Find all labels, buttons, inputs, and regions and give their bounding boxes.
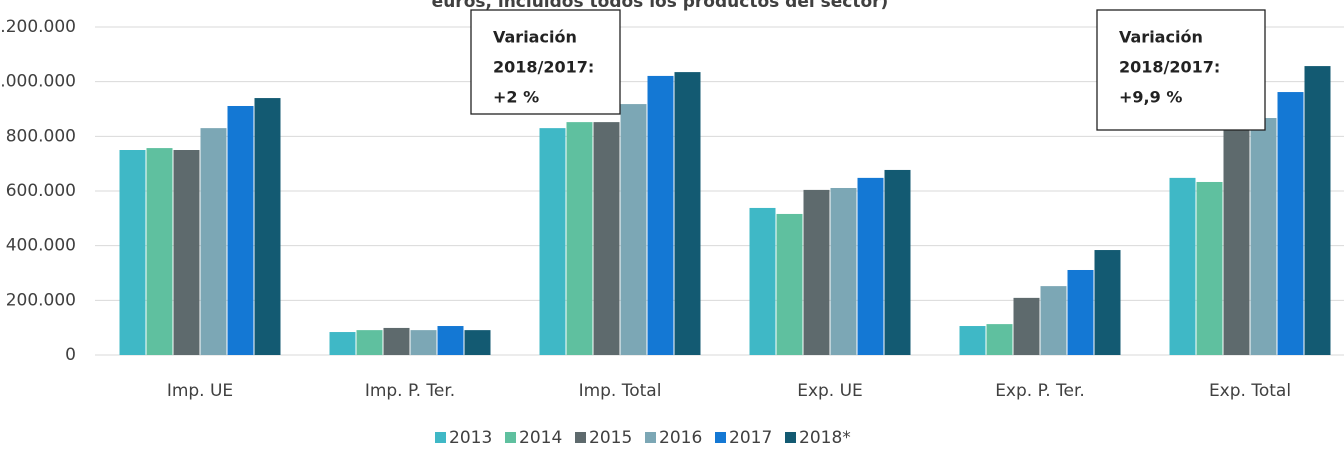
bar <box>749 207 776 355</box>
bar <box>1040 286 1067 355</box>
bar <box>986 324 1013 355</box>
bar <box>1196 181 1223 355</box>
bar <box>566 122 593 356</box>
legend-label: 2013 <box>449 428 492 448</box>
bar <box>1250 118 1277 356</box>
annotation-text: 2018/2017: <box>493 58 594 77</box>
legend-label: 2015 <box>589 428 632 448</box>
bar <box>776 213 803 355</box>
annotation-text: +2 % <box>493 88 539 107</box>
x-tick-label: Exp. P. Ter. <box>995 381 1085 401</box>
x-tick-label: Imp. P. Ter. <box>365 381 455 401</box>
bar <box>1094 250 1121 355</box>
y-tick-label: 600.000 <box>6 181 76 201</box>
bar <box>1013 297 1040 355</box>
bar <box>593 122 620 356</box>
annotation-box <box>1096 9 1266 131</box>
bar <box>383 327 410 355</box>
bar <box>1169 177 1196 355</box>
annotation-text: Variación <box>493 28 577 47</box>
annotation-text: +9,9 % <box>1119 88 1182 107</box>
bar <box>647 75 674 355</box>
x-tick-label: Exp. UE <box>797 381 863 401</box>
y-tick-label: 200.000 <box>6 290 76 310</box>
legend-label: 2018* <box>799 428 851 448</box>
bar <box>830 187 857 355</box>
bar <box>1277 92 1304 355</box>
bar <box>464 330 491 355</box>
bar <box>119 150 146 355</box>
annotation-box <box>470 9 621 115</box>
bar <box>254 98 281 356</box>
bar <box>173 150 200 355</box>
legend-swatch <box>435 432 446 443</box>
legend-swatch <box>505 432 516 443</box>
bar <box>356 330 383 355</box>
legend-swatch <box>785 432 796 443</box>
bar <box>329 332 356 355</box>
y-tick-label: 0 <box>65 345 76 365</box>
y-tick-label: 1.200.000 <box>0 17 76 37</box>
legend-label: 2017 <box>729 428 772 448</box>
annotation-text: 2018/2017: <box>1119 58 1220 77</box>
y-tick-label: 800.000 <box>6 126 76 146</box>
bar <box>803 189 830 355</box>
bar <box>410 330 437 355</box>
x-tick-label: Imp. Total <box>579 381 662 401</box>
bar <box>1067 269 1094 355</box>
bar <box>227 105 254 355</box>
x-tick-label: Imp. UE <box>167 381 233 401</box>
bar <box>437 326 464 355</box>
bar <box>620 104 647 355</box>
bar <box>959 326 986 355</box>
legend-swatch <box>715 432 726 443</box>
legend-swatch <box>575 432 586 443</box>
bar <box>539 128 566 355</box>
bar <box>857 177 884 355</box>
y-tick-label: 400.000 <box>6 236 76 256</box>
y-tick-label: 1.000.000 <box>0 72 76 92</box>
bar <box>1304 66 1331 355</box>
bar <box>146 148 173 355</box>
bar <box>1223 130 1250 355</box>
legend-label: 2016 <box>659 428 702 448</box>
bar <box>674 72 701 355</box>
legend-label: 2014 <box>519 428 562 448</box>
legend-swatch <box>645 432 656 443</box>
x-tick-label: Exp. Total <box>1209 381 1291 401</box>
chart-title: euros, incluidos todos los productos del… <box>432 0 889 12</box>
annotation-text: Variación <box>1119 28 1203 47</box>
bar <box>884 169 911 355</box>
bar <box>200 128 227 355</box>
